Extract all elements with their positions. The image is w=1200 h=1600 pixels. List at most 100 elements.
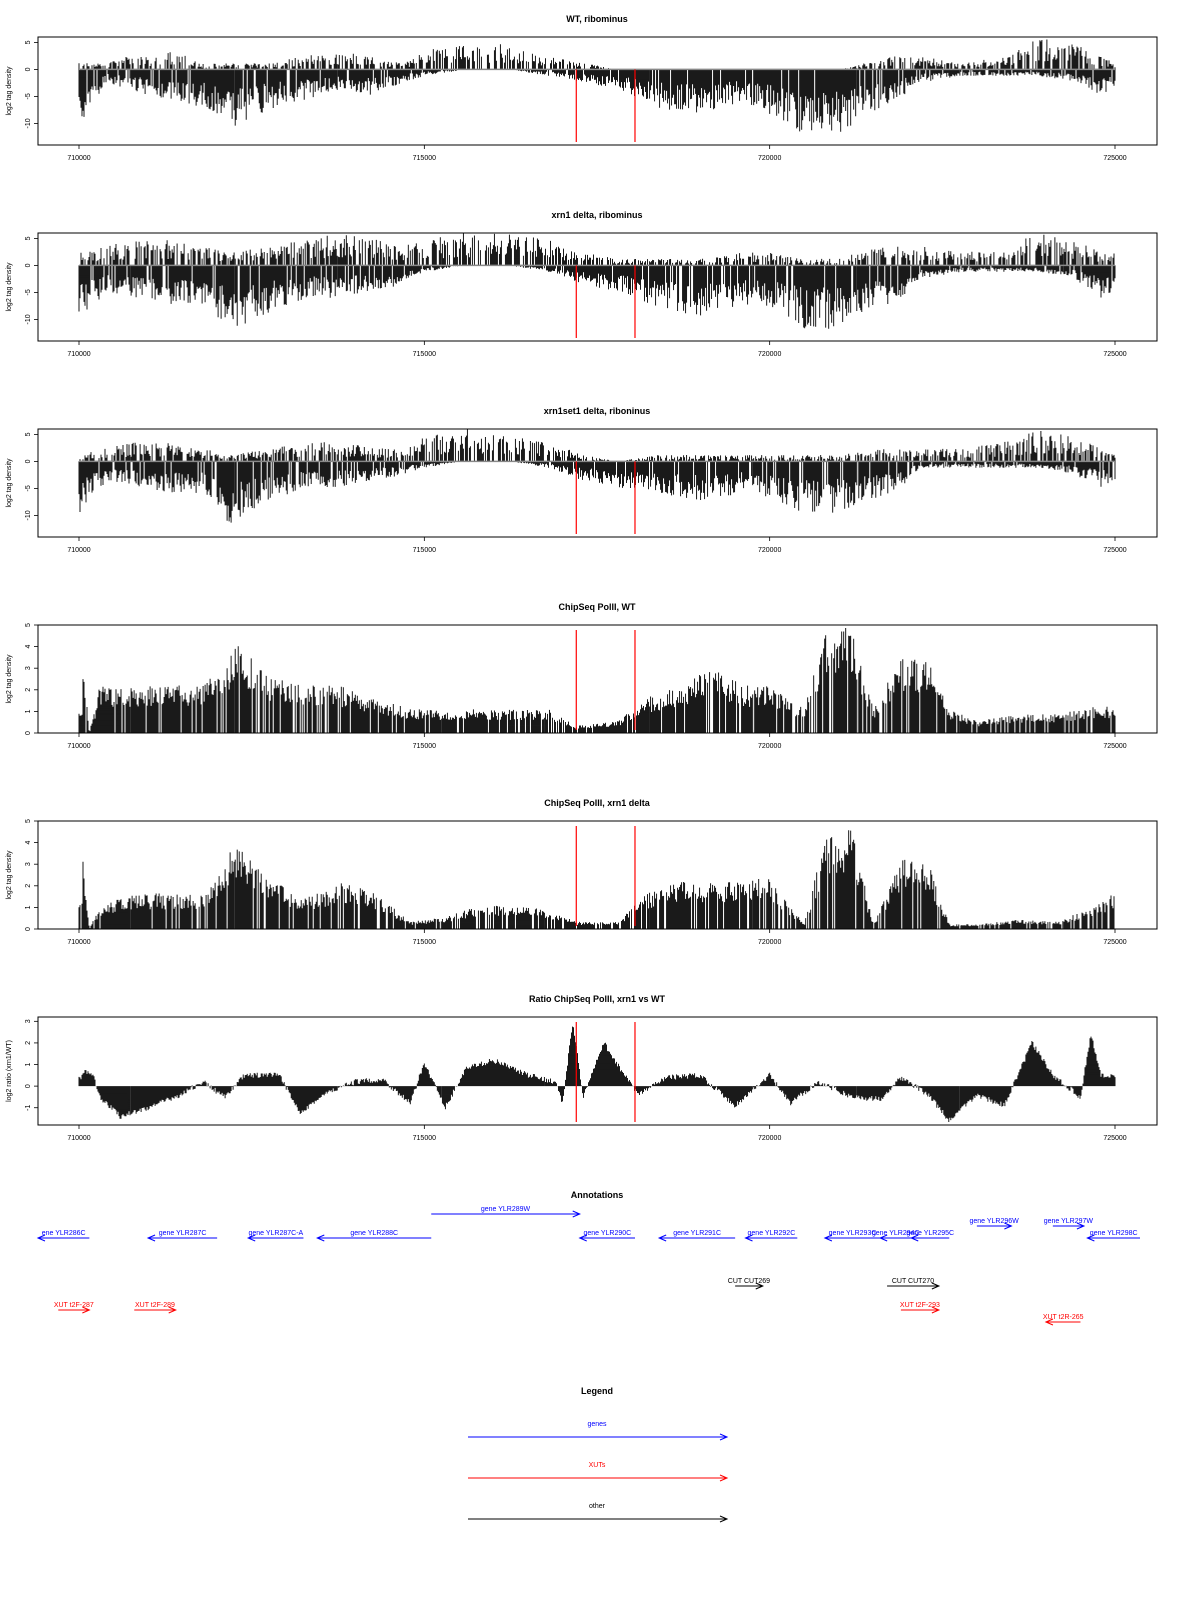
annotation-label: XUT t2R-265	[1043, 1314, 1084, 1321]
annotation-gene: gene YLR287C	[146, 1230, 218, 1242]
x-tick-label: 715000	[413, 547, 436, 554]
annotation-arrowhead	[744, 1234, 753, 1242]
annotation-gene: gene YLR291C	[657, 1230, 736, 1242]
y-axis-label: log2 tag density	[6, 654, 13, 704]
annotation-label: ene YLR286C	[42, 1230, 86, 1237]
annotation-arrowhead	[572, 1210, 582, 1218]
annotation-arrowhead	[823, 1234, 833, 1242]
annotation-xut: XUT t2F-289	[134, 1302, 177, 1314]
y-tick-label: 3	[25, 862, 32, 866]
data-bars	[78, 39, 1116, 132]
annotation-arrowhead	[931, 1306, 941, 1314]
y-tick-label: -10	[25, 118, 32, 128]
x-tick-label: 720000	[758, 155, 781, 162]
annotation-other: CUT CUT270	[887, 1278, 941, 1290]
annotation-arrowhead	[246, 1234, 256, 1242]
y-tick-label: 4	[25, 841, 32, 845]
y-tick-label: 2	[25, 688, 32, 692]
plot-frame	[37, 428, 1158, 538]
annotation-label: gene YLR292C	[748, 1230, 796, 1237]
y-axis-label: log2 ratio (xrn1/WT)	[6, 1040, 13, 1102]
annotation-gene: gene YLR295C	[906, 1230, 954, 1242]
y-tick-label: 5	[25, 623, 32, 627]
x-tick-label: 710000	[67, 547, 90, 554]
y-tick-label: 0	[25, 263, 32, 267]
legend-arrowhead	[719, 1433, 729, 1441]
annotation-arrowhead	[657, 1234, 667, 1242]
annotation-label: XUT t2F-289	[135, 1302, 175, 1309]
annotation-xut: XUT t2R-265	[1043, 1314, 1084, 1326]
panel-title: WT, ribominus	[566, 14, 628, 24]
y-tick-label: 1	[25, 905, 32, 909]
data-bars	[78, 429, 1116, 523]
x-tick-label: 720000	[758, 547, 781, 554]
x-tick-label: 715000	[413, 351, 436, 358]
annotation-gene: gene YLR294C	[872, 1230, 920, 1242]
y-tick-label: 1	[25, 1062, 32, 1066]
annotation-arrowhead	[316, 1234, 325, 1242]
panel-title: xrn1 delta, ribominus	[551, 210, 642, 220]
annotation-arrowhead	[36, 1234, 46, 1242]
x-tick-label: 725000	[1103, 351, 1126, 358]
annotation-gene: gene YLR298C	[1086, 1230, 1140, 1242]
y-tick-label: 0	[25, 459, 32, 463]
annotation-gene: gene YLR290C	[578, 1230, 635, 1242]
y-axis-label: log2 tag density	[6, 66, 13, 116]
chart-panel-3: xrn1set1 delta, riboninus log2 tag densit…	[6, 406, 1158, 554]
annotation-label: gene YLR295C	[906, 1230, 954, 1237]
annotation-xut: XUT t2F-287	[54, 1302, 94, 1314]
legend-entry: genes	[468, 1421, 729, 1441]
annotation-gene: gene YLR293C	[823, 1230, 881, 1242]
annotation-gene: gene YLR287C-A	[246, 1230, 304, 1242]
annotation-label: gene YLR290C	[583, 1230, 631, 1237]
annotation-label: gene YLR293C	[829, 1230, 877, 1237]
annotation-arrowhead	[82, 1306, 91, 1314]
y-tick-label: 5	[25, 819, 32, 823]
y-axis-label: log2 tag density	[6, 262, 13, 312]
y-tick-label: 4	[25, 645, 32, 649]
legend-entry: other	[468, 1503, 729, 1523]
legend-entry: XUTs	[468, 1462, 729, 1482]
legend-label: genes	[587, 1421, 607, 1428]
panel-title: ChipSeq PolII, WT	[559, 602, 636, 612]
data-bars	[78, 830, 1115, 929]
legend-arrowhead	[719, 1474, 729, 1482]
x-tick-label: 710000	[67, 939, 90, 946]
annotation-arrowhead	[1086, 1234, 1095, 1242]
y-tick-label: -5	[25, 485, 32, 491]
y-tick-label: -10	[25, 314, 32, 324]
signal-trace	[78, 628, 1116, 733]
panel-title: xrn1set1 delta, riboninus	[544, 406, 651, 416]
y-axis-label: log2 tag density	[6, 850, 13, 900]
annotation-xut: XUT t2F-293	[900, 1302, 941, 1314]
y-tick-label: 0	[25, 927, 32, 931]
annotation-gene: gene YLR296W	[969, 1218, 1019, 1230]
legend-label: other	[589, 1503, 606, 1510]
x-tick-label: 715000	[413, 939, 436, 946]
annotation-label: gene YLR296W	[969, 1218, 1019, 1225]
annotation-arrowhead	[878, 1234, 888, 1242]
annotation-arrowhead	[909, 1234, 919, 1242]
x-tick-label: 720000	[758, 743, 781, 750]
annotation-gene: gene YLR297W	[1044, 1218, 1093, 1230]
y-tick-label: 1	[25, 709, 32, 713]
x-tick-label: 710000	[67, 743, 90, 750]
chart-panel-2: xrn1 delta, ribominus log2 tag density -10…	[6, 210, 1158, 358]
annotation-gene: gene YLR289W	[431, 1206, 582, 1218]
y-tick-label: 2	[25, 884, 32, 888]
annotation-label: gene YLR294C	[872, 1230, 920, 1237]
plot-frame	[37, 232, 1158, 342]
annotation-gene: ene YLR286C	[36, 1230, 90, 1242]
annotation-label: gene YLR289W	[481, 1206, 531, 1213]
annotation-arrowhead	[146, 1234, 156, 1242]
y-tick-label: 3	[25, 1019, 32, 1023]
annotation-arrowhead	[578, 1234, 587, 1242]
x-tick-label: 715000	[413, 155, 436, 162]
annotation-label: CUT CUT270	[892, 1278, 934, 1285]
x-tick-label: 710000	[67, 1135, 90, 1142]
annotation-arrowhead	[168, 1306, 177, 1314]
legend-label: XUTs	[589, 1462, 606, 1469]
x-tick-label: 725000	[1103, 743, 1126, 750]
annotation-label: gene YLR298C	[1090, 1230, 1138, 1237]
